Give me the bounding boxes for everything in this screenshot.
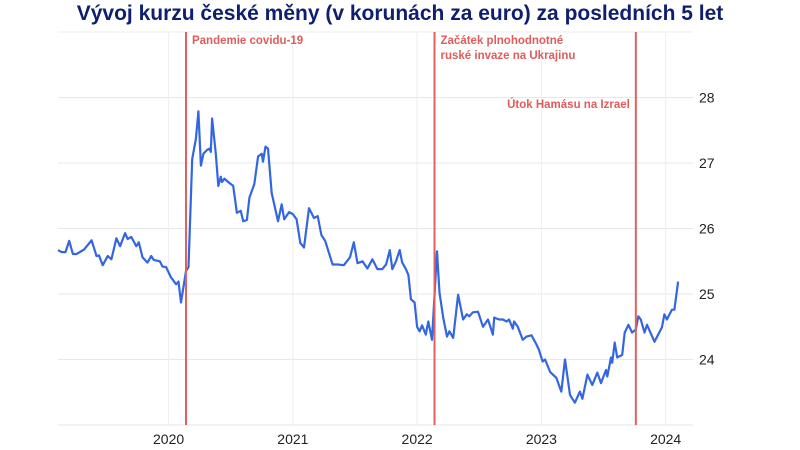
event-label: Začátek plnohodnotné: [441, 35, 564, 47]
y-tick-label: 27: [699, 155, 715, 171]
y-tick-label: 26: [699, 221, 715, 237]
y-tick-label: 25: [699, 286, 715, 302]
y-tick-label: 24: [699, 352, 715, 368]
x-tick-label: 2021: [277, 431, 308, 447]
event-label: Útok Hamásu na Izrael: [507, 98, 630, 111]
x-tick-label: 2023: [526, 431, 557, 447]
event-label: ruské invaze na Ukrajinu: [441, 50, 576, 62]
y-tick-label: 28: [699, 90, 715, 106]
chart-title: Vývoj kurzu české měny (v korunách za eu…: [76, 2, 724, 25]
x-tick-label: 2022: [402, 431, 433, 447]
x-tick-label: 2020: [153, 431, 184, 447]
exchange-rate-line: [57, 110, 680, 404]
event-label: Pandemie covidu-19: [192, 35, 303, 47]
x-tick-label: 2024: [650, 431, 681, 447]
